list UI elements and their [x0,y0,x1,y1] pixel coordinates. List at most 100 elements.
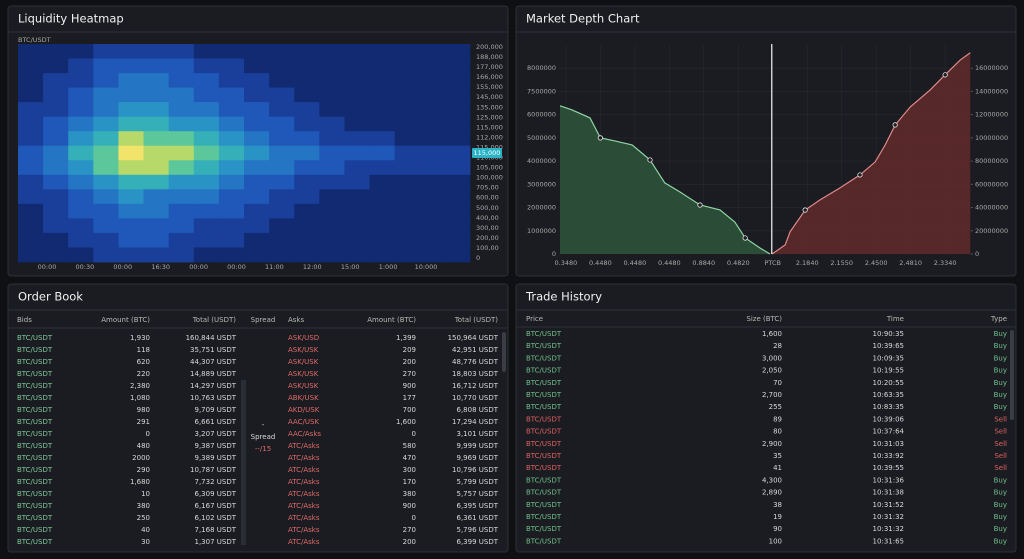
x-tick-label: 1:000 [379,263,398,271]
trade-cell: 10:19:55 [873,367,904,375]
heat-cell [118,247,144,263]
heat-cell [244,232,270,248]
heat-cell [244,73,270,88]
heat-cell [118,87,144,103]
x-tick-label: 0.4820 [727,259,750,267]
column-header: Size (BTC) [746,315,782,323]
heat-cell [444,87,471,103]
y-tick-label: 5000000 [527,134,556,142]
heat-cell [344,232,370,248]
heat-cell [93,58,119,74]
trade-cell: 28 [773,342,782,350]
heat-cell [419,232,446,248]
column-header: Total (USDT) [192,316,237,324]
heat-cell [118,145,144,161]
trade-cell: Sell [994,428,1007,436]
order-cell: ASK/USK [288,358,319,366]
heat-cell [319,102,345,118]
order-cell: 48,776 USDT [452,358,499,366]
heat-cell [394,102,421,118]
heat-cell [18,73,44,88]
trade-cell: Buy [994,537,1007,545]
heat-cell [319,247,345,263]
scrollbar[interactable] [502,332,506,372]
spread-text: - [262,421,265,429]
order-cell: 14,297 USDT [190,382,237,390]
heat-cell [294,218,320,234]
heat-cell [218,247,245,263]
heat-cell [394,44,421,59]
order-cell: 35,751 USDT [190,346,237,354]
trade-cell: 10:33:92 [873,452,904,460]
heat-cell [344,247,370,263]
heat-cell [294,102,320,118]
x-tick-label: 0.8840 [692,259,715,267]
heat-cell [319,174,345,190]
heat-cell [43,87,69,103]
heat-cell [218,174,245,190]
heat-cell [18,145,44,161]
heat-cell [294,58,320,74]
order-cell: BTC/USDT [17,538,53,546]
order-cell: 1,307 USDT [195,538,237,546]
order-cell: 1,930 [130,334,150,342]
order-cell: 5,799 USDT [457,478,499,486]
heat-cell [294,87,320,103]
heat-cell [319,203,345,219]
heat-cell [444,160,471,176]
heat-cell [18,232,44,248]
scrollbar[interactable] [1010,330,1014,420]
order-cell: 290 [137,466,150,474]
order-cell: 480 [137,442,150,450]
heat-cell [419,189,446,205]
heat-cell [168,73,195,88]
heat-cell [68,174,94,190]
x-tick-label: 0.4480 [589,259,612,267]
order-cell: ATC/Asks [288,478,320,486]
heat-cell [93,232,119,248]
heat-cell [93,131,119,147]
heat-cell [193,203,220,219]
heat-cell [93,116,119,132]
order-cell: 900 [403,502,416,510]
heat-cell [369,131,396,147]
heat-cell [344,116,370,132]
trade-cell: 10:31:32 [873,513,904,521]
depth-line [559,105,771,255]
y-tick-label: 0 [552,250,556,258]
heat-cell [43,160,69,176]
order-cell: ASK/USK [288,346,319,354]
order-cell: BTC/USDT [17,358,53,366]
trade-cell: 3,000 [762,354,782,362]
heat-cell [118,160,144,176]
heat-cell [419,218,446,234]
column-header: Type [990,315,1007,323]
heat-cell [143,218,170,234]
trade-cell: Buy [994,330,1007,338]
heat-cell [118,174,144,190]
y-tick-label: 705,00 [476,184,499,192]
trade-cell: 100 [769,537,782,545]
trade-cell: 41 [773,464,782,472]
order-cell: ATC/Asks [288,514,320,522]
order-cell: 40 [141,526,150,534]
order-cell: 9,969 USDT [457,454,499,462]
heat-cell [218,87,245,103]
order-cell: BTC/USDT [17,514,53,522]
heat-cell [269,73,295,88]
trade-cell: Buy [994,501,1007,509]
heat-cell [244,174,270,190]
order-cell: BTC/USDT [17,442,53,450]
heat-cell [369,116,396,132]
x-tick-label: 00:00 [189,263,208,271]
heat-cell [444,131,471,147]
heat-cell [394,160,421,176]
order-cell: 380 [403,490,416,498]
heat-cell [394,218,421,234]
y-tick-label: 166,000 [476,73,503,81]
trade-cell: Sell [994,464,1007,472]
heat-cell [394,247,421,263]
heat-cell [369,232,396,248]
heat-cell [294,116,320,132]
trade-cell: Buy [994,489,1007,497]
